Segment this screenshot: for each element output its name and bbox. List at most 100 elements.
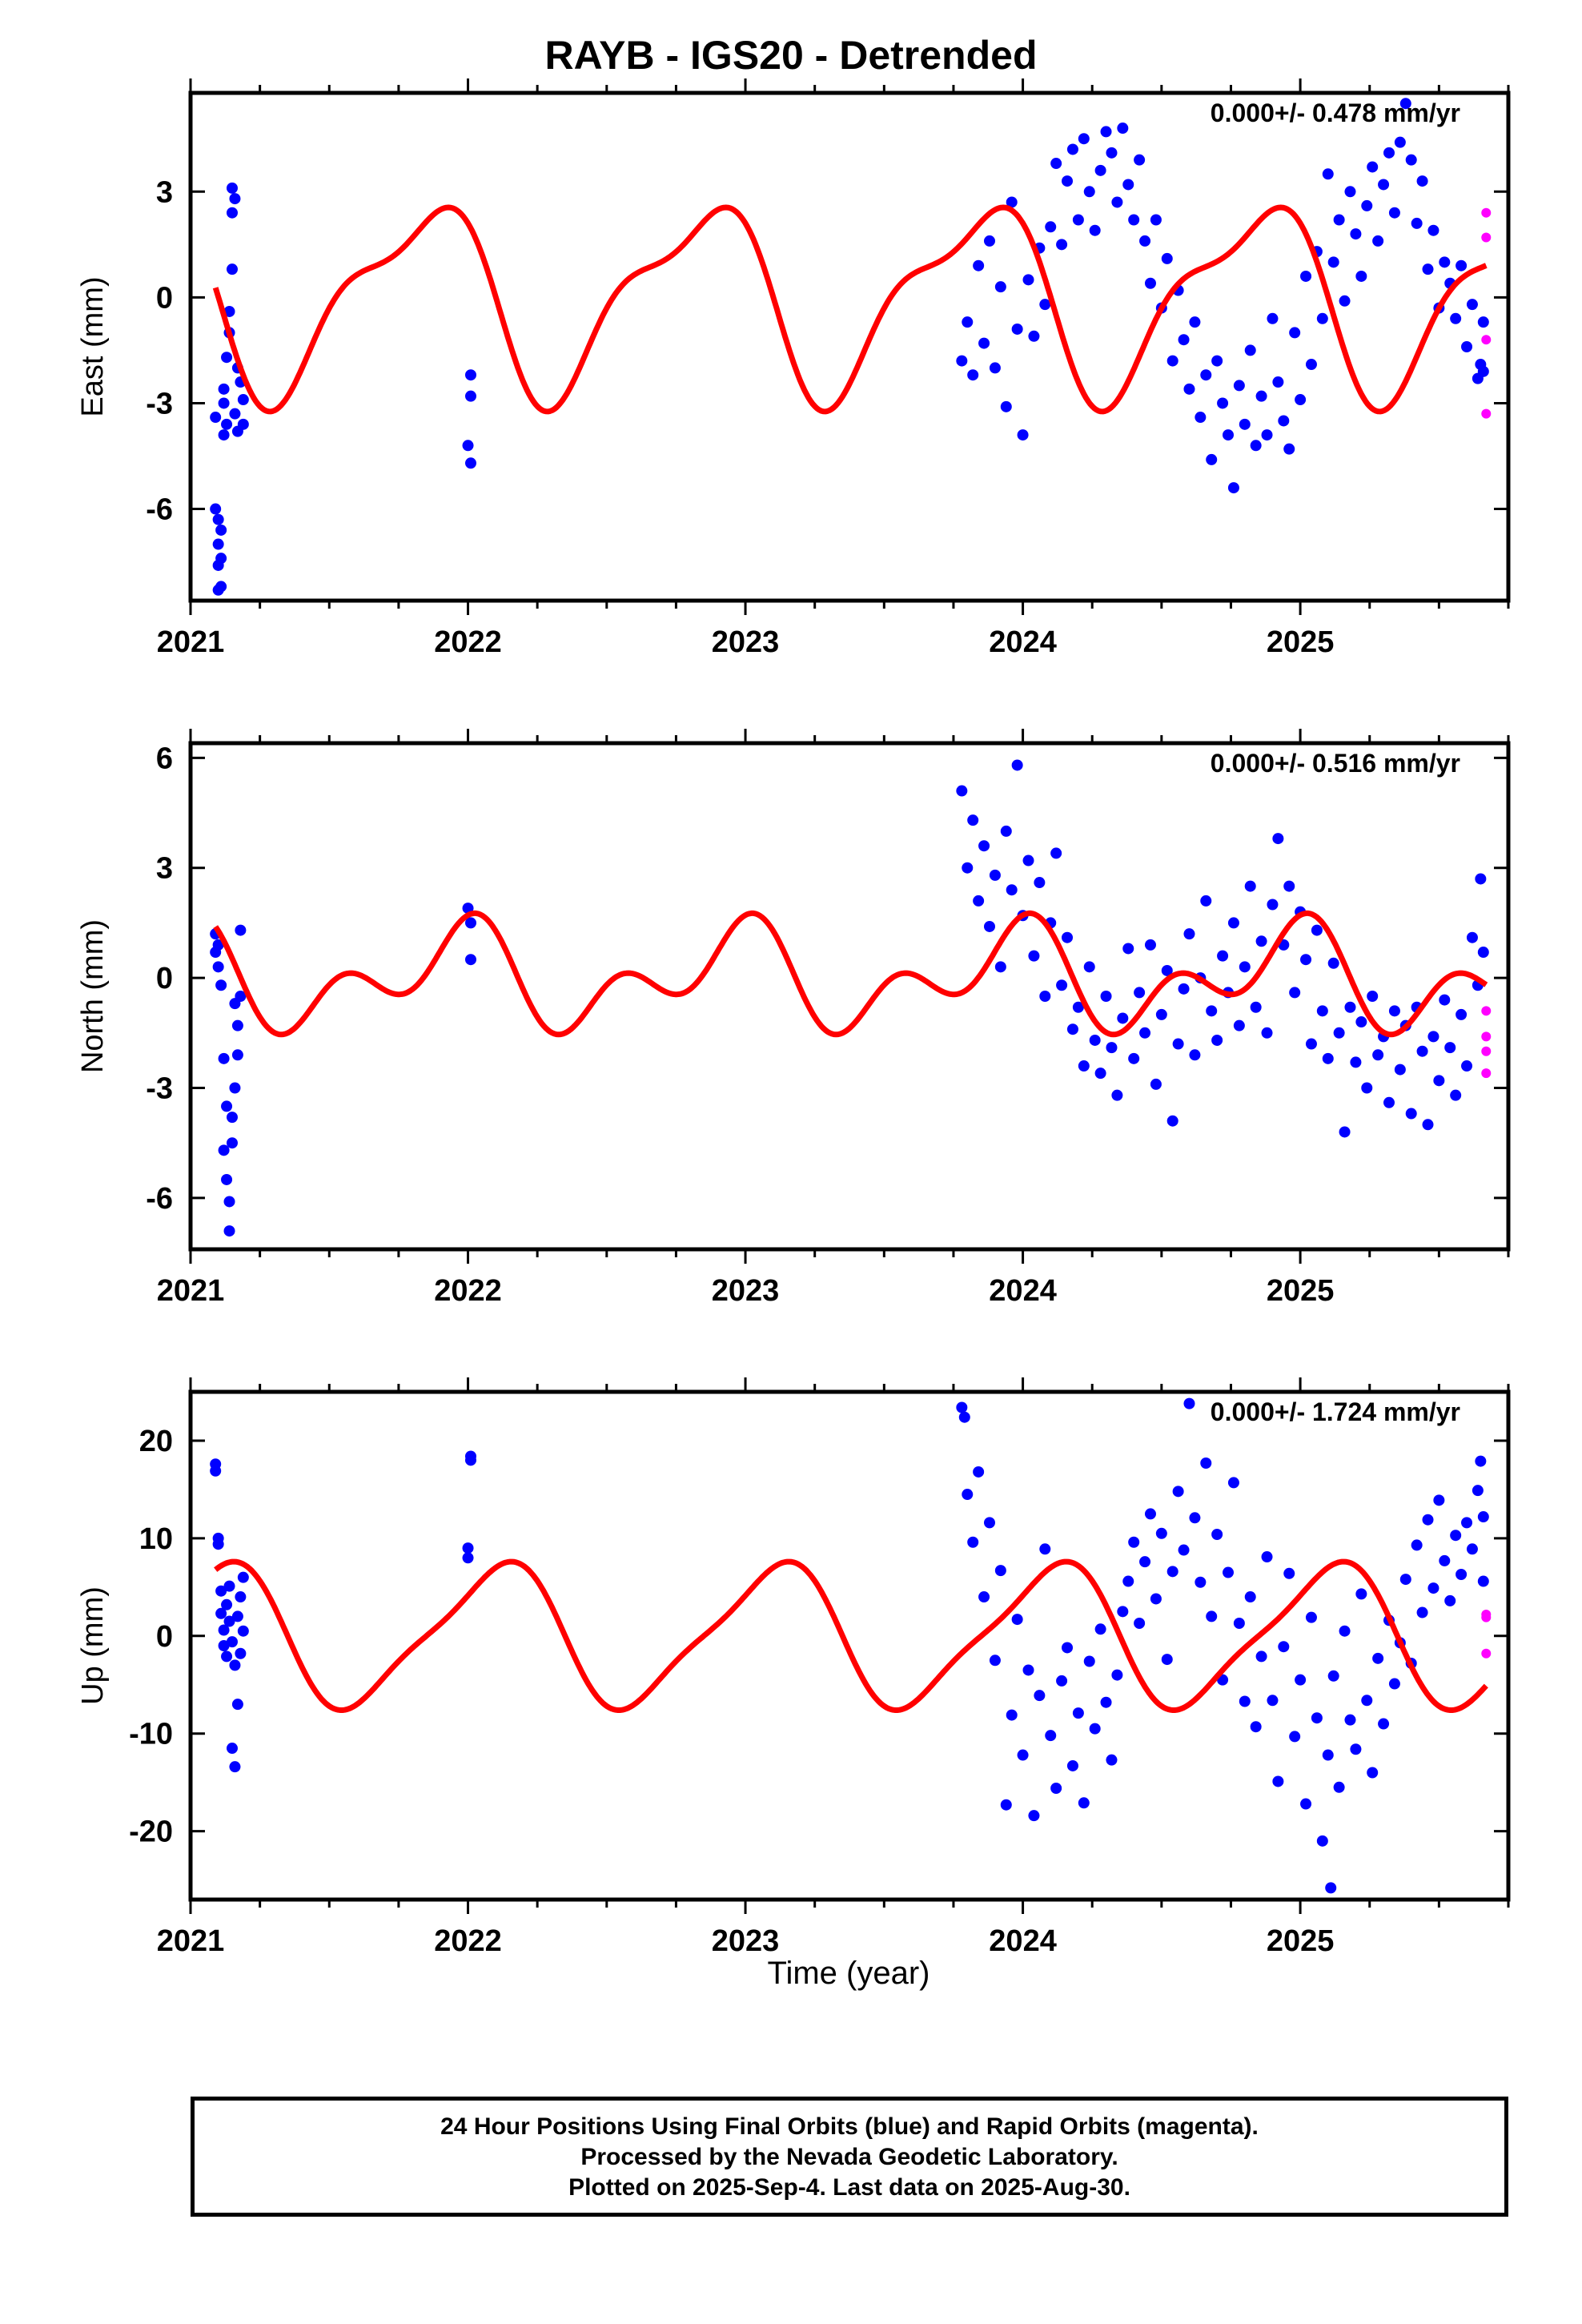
up-final-point [1045, 1730, 1057, 1742]
east-final-point [1066, 143, 1078, 155]
east-final-point [1388, 207, 1400, 219]
north-final-point [1206, 1005, 1218, 1017]
up-final-point [1461, 1517, 1473, 1529]
up-final-point [1066, 1759, 1078, 1771]
up-final-point [1189, 1512, 1201, 1524]
east-final-point [1344, 186, 1356, 198]
up-final-point [1372, 1652, 1384, 1664]
up-final-point [1422, 1514, 1434, 1526]
north-final-point [1316, 1005, 1328, 1017]
up-final-point [1106, 1754, 1118, 1766]
up-final-point [1427, 1582, 1439, 1594]
up-final-point [229, 1761, 241, 1773]
up-final-point [1416, 1606, 1428, 1618]
north-final-point [1450, 1089, 1462, 1101]
east-rapid-point [1481, 232, 1492, 243]
up-final-point [1316, 1835, 1328, 1847]
north-ytick-label-4: 6 [156, 742, 173, 775]
up-final-point [1056, 1675, 1068, 1687]
up-final-point [1475, 1455, 1487, 1467]
east-final-point [229, 408, 241, 420]
east-final-point [1000, 400, 1012, 412]
east-final-point [1072, 214, 1084, 226]
up-final-point [1239, 1695, 1251, 1707]
north-final-point [1427, 1031, 1439, 1043]
north-final-point [1394, 1063, 1406, 1076]
east-final-point [226, 182, 238, 194]
north-final-point [1117, 1012, 1129, 1024]
up-final-point [1022, 1664, 1034, 1676]
east-ytick-label-3: 3 [156, 175, 173, 209]
east-y-axis-title: East (mm) [76, 276, 110, 416]
east-final-point [967, 369, 979, 381]
up-final-point [1399, 1574, 1411, 1586]
up-final-point [1333, 1781, 1345, 1793]
up-final-point [1456, 1568, 1468, 1580]
east-final-point [1411, 217, 1423, 229]
up-rapid-point [1481, 1612, 1492, 1622]
north-rate-label: 0.000+/- 0.516 mm/yr [1211, 749, 1460, 778]
east-final-point [1283, 443, 1295, 455]
north-final-point [1466, 931, 1478, 943]
north-plot-frame [188, 741, 1511, 1252]
up-rapid-point [1481, 1648, 1492, 1659]
north-final-point [1461, 1060, 1473, 1072]
up-final-point [1183, 1397, 1195, 1409]
east-final-point [1456, 259, 1468, 271]
east-final-point [1161, 252, 1173, 264]
up-final-point [1223, 1566, 1235, 1578]
east-final-point [1405, 154, 1417, 166]
up-xtick-label-0: 2021 [157, 1924, 225, 1958]
up-final-point [1261, 1551, 1273, 1563]
up-final-point [1094, 1623, 1106, 1635]
north-final-point [1261, 1027, 1273, 1039]
north-final-point [1305, 1038, 1317, 1050]
east-final-point [962, 316, 974, 328]
north-final-point [1062, 931, 1074, 943]
east-final-point [1305, 359, 1317, 371]
up-final-point [994, 1565, 1006, 1577]
north-final-point [235, 991, 247, 1002]
up-final-point [1433, 1494, 1445, 1506]
east-final-point [221, 352, 233, 364]
north-final-point [1267, 899, 1279, 911]
north-ytick-label-2: 0 [156, 962, 173, 995]
up-final-point [1206, 1610, 1218, 1622]
up-final-point [235, 1591, 247, 1603]
up-final-point [1039, 1543, 1051, 1555]
east-final-point [218, 429, 230, 441]
north-final-point [229, 1082, 241, 1094]
footer-line-2: Processed by the Nevada Geodetic Laborat… [580, 2144, 1118, 2170]
north-final-point [1439, 994, 1451, 1006]
up-ytick-label-3: 10 [139, 1522, 173, 1556]
east-final-point [1089, 224, 1101, 236]
north-final-point [1050, 847, 1062, 859]
up-final-point [1322, 1749, 1334, 1761]
east-final-point [1350, 228, 1362, 240]
north-final-point [1078, 1060, 1090, 1072]
up-final-point [1344, 1714, 1356, 1726]
east-plot-area [210, 98, 1492, 596]
north-final-point [1255, 935, 1267, 947]
east-final-point [1244, 344, 1256, 356]
north-final-point [962, 862, 974, 874]
north-final-point [1416, 1045, 1428, 1057]
east-final-point [978, 337, 990, 349]
east-final-point [1339, 295, 1351, 307]
east-final-point [1111, 196, 1123, 208]
east-xtick-label-3: 2024 [989, 625, 1057, 659]
north-xtick-label-3: 2024 [989, 1274, 1057, 1308]
east-final-point [994, 281, 1006, 293]
north-final-point [1200, 895, 1212, 907]
up-final-point [210, 1465, 222, 1477]
north-final-point [1011, 759, 1023, 771]
east-final-point [1355, 270, 1367, 282]
east-final-point [212, 513, 224, 525]
north-final-point [1111, 1089, 1123, 1101]
east-final-point [1083, 186, 1095, 198]
up-final-point [1150, 1593, 1162, 1605]
up-panel: -20 -10 0 10 20 2021 2022 2023 2024 2025 Up (mm) 0.… [76, 1377, 1511, 1958]
north-final-point [1227, 917, 1239, 929]
up-final-point [1289, 1731, 1301, 1743]
up-final-point [1100, 1696, 1112, 1708]
